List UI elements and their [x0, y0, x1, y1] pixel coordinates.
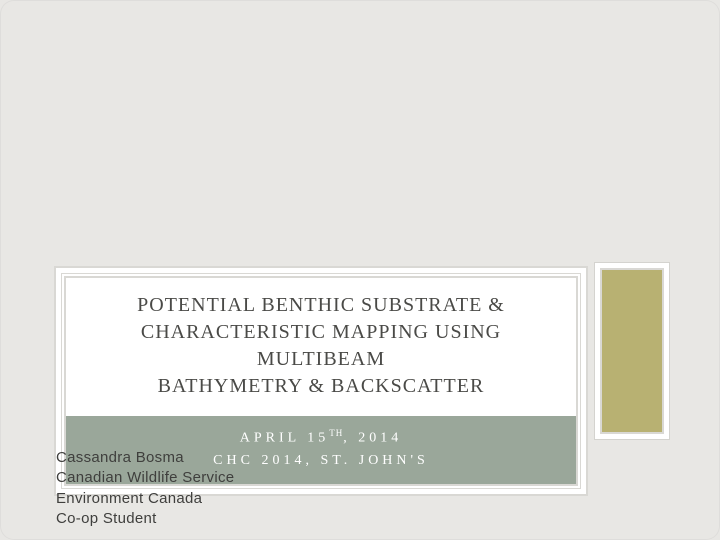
title-line-3: BATHYMETRY & BACKSCATTER	[158, 375, 485, 397]
author-org-2: Environment Canada	[56, 489, 234, 509]
author-block: Cassandra Bosma Canadian Wildlife Servic…	[56, 448, 234, 529]
author-org-1: Canadian Wildlife Service	[56, 468, 234, 488]
author-name: Cassandra Bosma	[56, 448, 234, 468]
date-post: , 2014	[343, 431, 402, 446]
author-role: Co-op Student	[56, 509, 234, 529]
slide-container: POTENTIAL BENTHIC SUBSTRATE & CHARACTERI…	[0, 0, 720, 540]
subtitle-date: APRIL 15TH, 2014	[74, 426, 568, 450]
date-pre: APRIL 15	[240, 431, 329, 446]
title-line-2: CHARACTERISTIC MAPPING USING MULTIBEAM	[141, 321, 501, 370]
date-superscript: TH	[329, 428, 343, 438]
title-line-1: POTENTIAL BENTHIC SUBSTRATE &	[137, 294, 505, 316]
accent-block	[600, 268, 664, 434]
slide-title: POTENTIAL BENTHIC SUBSTRATE & CHARACTERI…	[86, 292, 556, 416]
